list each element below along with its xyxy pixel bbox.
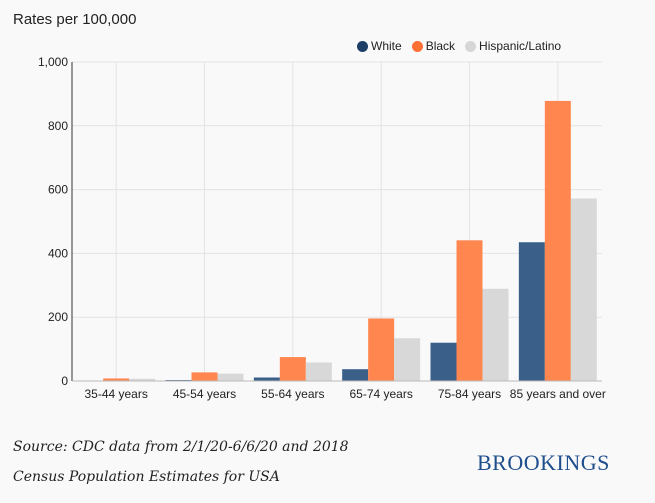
plot-area: 0 200 400 600 800 1,000 35-44 years 45-54 years… (38, 55, 606, 401)
bar-black-3 (368, 318, 395, 381)
bar-white-5 (518, 242, 545, 381)
bar-hispanic-latino-1 (217, 373, 244, 381)
legend-swatch-black (411, 40, 423, 52)
legend-item-black[interactable]: Black (411, 39, 456, 53)
bar-white-2 (253, 377, 280, 381)
y-tick-label: 800 (48, 119, 68, 133)
bar-black-0 (103, 378, 130, 381)
bar-black-5 (544, 100, 571, 381)
legend-item-white[interactable]: White (357, 39, 402, 53)
legend-swatch-white (357, 40, 368, 52)
legend-label: Hispanic/Latino (479, 39, 562, 53)
x-tick-label: 85 years and over (510, 387, 606, 401)
y-tick-label: 0 (61, 374, 68, 388)
x-tick-label: 55-64 years (261, 387, 324, 401)
y-tick-label: 600 (48, 183, 68, 197)
y-tick-label: 400 (48, 246, 68, 260)
legend-label: Black (425, 39, 456, 53)
legend: White Black Hispanic/Latino (357, 39, 561, 53)
legend-swatch-hispanic (465, 40, 477, 52)
bar-black-1 (191, 372, 218, 381)
source-line-1: Source: CDC data from 2/1/20-6/6/20 and … (13, 439, 349, 455)
x-tick-label: 45-54 years (173, 387, 236, 401)
x-tick-label: 75-84 years (438, 387, 501, 401)
x-tick-label: 65-74 years (349, 387, 412, 401)
bar-black-2 (279, 357, 306, 381)
bar-hispanic-latino-2 (305, 362, 332, 381)
y-tick-label: 200 (48, 310, 68, 324)
bar-white-3 (342, 369, 369, 381)
source-line-2: Census Population Estimates for USA (13, 469, 280, 485)
bar-black-4 (456, 240, 483, 381)
legend-label: White (371, 39, 402, 53)
bar-hispanic-latino-4 (482, 288, 509, 381)
bar-white-4 (430, 342, 457, 381)
brookings-logo: BROOKINGS (477, 450, 610, 475)
legend-item-hispanic[interactable]: Hispanic/Latino (465, 39, 561, 53)
y-tick-label: 1,000 (38, 55, 68, 69)
chart-title: Rates per 100,000 (13, 11, 137, 28)
bar-hispanic-latino-3 (394, 338, 421, 381)
bar-hispanic-latino-5 (570, 198, 597, 381)
x-tick-label: 35-44 years (84, 387, 147, 401)
bar-hispanic-latino-0 (129, 378, 156, 381)
